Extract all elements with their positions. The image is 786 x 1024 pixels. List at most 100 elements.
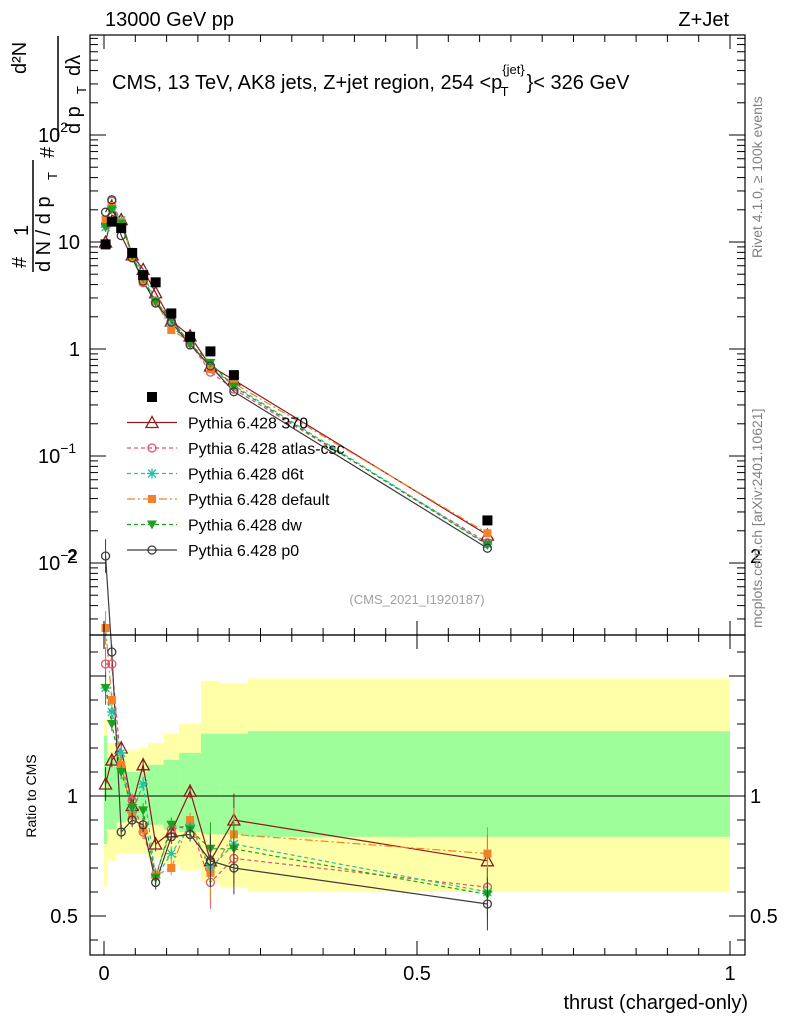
- cms-point-4: [138, 270, 149, 281]
- chart-title-sub: T: [501, 84, 509, 99]
- series-4-main-point-8: [205, 358, 216, 368]
- axis-ticks: 0 0.5 1 102 10 1 10−1 10−2 0.5 0.5 1 1 2 2: [38, 35, 778, 985]
- series-3-main-point-10: [483, 529, 492, 538]
- legend-cms-label: CMS: [188, 390, 224, 407]
- series-5-ratio-point-3: [127, 815, 137, 825]
- series-3-ratio-point-0: [101, 624, 110, 632]
- header-energy-label: 13000 GeV pp: [105, 9, 234, 31]
- legend-marker-2: [147, 468, 157, 479]
- series-4-main-point-10: [482, 540, 493, 550]
- band-inner-2: [116, 767, 126, 823]
- ratio-tick-label-right-0: 0.5: [750, 906, 778, 928]
- ratio-tick-label-left-2: 2: [67, 546, 78, 568]
- y-label-lambda: dλ: [63, 55, 85, 76]
- legend-label-5: Pythia 6.428 p0: [188, 543, 299, 560]
- x-tick-label-1: 0.5: [403, 963, 431, 985]
- series-1-ratio-point-0: [100, 659, 111, 669]
- legend-marker-0: [144, 415, 160, 429]
- y-axis-label: # 1 d N / d p T # d²N d p T dλ: [9, 36, 89, 272]
- series-2-ratio-point-6: [166, 848, 177, 859]
- series-5-main-point-5: [150, 298, 161, 308]
- series-5-main-point-0: [100, 207, 111, 217]
- series-5-main-point-8: [205, 361, 216, 371]
- cms-point-2: [116, 223, 127, 234]
- series-5-ratio-point-0: [100, 551, 111, 561]
- rivet-version-label: Rivet 4.1.0, ≥ 100k events: [749, 96, 765, 258]
- y-label-numbot: d p: [63, 106, 85, 134]
- series-3-ratio-point-7: [186, 816, 195, 824]
- analysis-id: (CMS_2021_I1920187): [349, 592, 484, 607]
- legend-marker-4: [147, 520, 157, 530]
- series-2-ratio-point-2: [116, 747, 127, 758]
- legend-marker-1: [147, 443, 157, 453]
- series-3-main-point-6: [167, 326, 176, 335]
- series-0-ratio-point-5: [148, 836, 163, 850]
- series-5-ratio-point-1: [107, 647, 117, 657]
- legend-label-1: Pythia 6.428 atlas-csc: [188, 441, 345, 458]
- chart-title-end: }< 326 GeV: [527, 72, 631, 94]
- series-0-ratio-point-0: [98, 776, 113, 790]
- series-5-ratio-point-9: [229, 863, 239, 873]
- series-1-ratio-point-1: [107, 659, 117, 669]
- series-line-main-3: [105, 204, 488, 534]
- cms-point-0: [100, 239, 111, 250]
- series-4-main-point-1: [106, 205, 117, 215]
- ratio-tick-label-right-1: 1: [750, 786, 761, 808]
- series-2-ratio-point-4: [138, 779, 149, 789]
- x-tick-label-2: 1: [724, 963, 735, 985]
- ratio-tick-label-left-0: 0.5: [50, 906, 78, 928]
- series-0-ratio-point-1: [104, 752, 119, 766]
- legend: CMS Pythia 6.428 370 Pythia 6.428 atlas-cs…: [127, 390, 345, 560]
- series-3-main-point-0: [101, 215, 110, 224]
- ratio-y-label: Ratio to CMS: [23, 754, 39, 837]
- y-label-t: T: [45, 172, 60, 180]
- series-3-ratio-point-1: [107, 696, 116, 704]
- series-5-main-point-10: [482, 543, 493, 553]
- legend-label-2: Pythia 6.428 d6t: [188, 467, 304, 484]
- series-5-ratio-point-10: [482, 899, 493, 909]
- series-5-ratio-point-4: [138, 820, 148, 830]
- y-label-numtop: d²N: [9, 42, 31, 74]
- y-label-dn: d N / d p: [33, 196, 55, 272]
- series-5-main-point-9: [229, 387, 239, 397]
- cms-point-9: [228, 370, 239, 381]
- band-inner-10: [247, 731, 731, 837]
- cms-point-5: [150, 277, 161, 288]
- series-5-ratio-point-7: [185, 829, 195, 840]
- y-label-t2: T: [74, 86, 89, 94]
- band-inner-6: [163, 760, 180, 830]
- y-tick-label-0: 102: [38, 119, 68, 147]
- chart-title: CMS, 13 TeV, AK8 jets, Z+jet region, 254…: [112, 62, 630, 99]
- series-2-ratio-point-1: [106, 707, 117, 717]
- y-label-hash2: #: [37, 146, 59, 158]
- legend-label-0: Pythia 6.428 370: [188, 416, 308, 433]
- series-4-ratio-point-2: [116, 768, 127, 777]
- chart-title-main: CMS, 13 TeV, AK8 jets, Z+jet region, 254…: [112, 72, 502, 94]
- series-5-ratio-point-5: [150, 877, 161, 888]
- legend-label-4: Pythia 6.428 dw: [188, 518, 302, 535]
- ratio-tick-label-right-2: 2: [750, 546, 761, 568]
- y-tick-label-4: 10−2: [38, 547, 76, 575]
- data-uncertainty-bands: [104, 678, 731, 892]
- cms-point-3: [127, 247, 138, 258]
- legend-marker-3: [148, 495, 156, 503]
- ratio-tick-label-left-1: 1: [67, 786, 78, 808]
- series-4-ratio-point-6: [166, 820, 177, 830]
- series-5-main-point-1: [107, 195, 117, 205]
- band-inner-5: [147, 764, 164, 825]
- series-0-ratio-point-7: [182, 783, 198, 797]
- cms-point-1: [106, 216, 117, 227]
- legend-cms-marker: [147, 392, 157, 402]
- band-inner-1: [107, 757, 117, 830]
- series-line-main-1: [104, 199, 488, 544]
- x-tick-label-0: 0: [98, 963, 109, 985]
- series-4-ratio-point-1: [106, 720, 117, 729]
- cms-point-8: [205, 346, 216, 357]
- cms-data-points: [100, 216, 493, 526]
- legend-label-3: Pythia 6.428 default: [188, 492, 330, 509]
- header-process-label: Z+Jet: [678, 9, 729, 31]
- series-0-ratio-point-4: [136, 757, 151, 771]
- series-line-main-2: [104, 206, 488, 545]
- cms-point-10: [482, 515, 493, 526]
